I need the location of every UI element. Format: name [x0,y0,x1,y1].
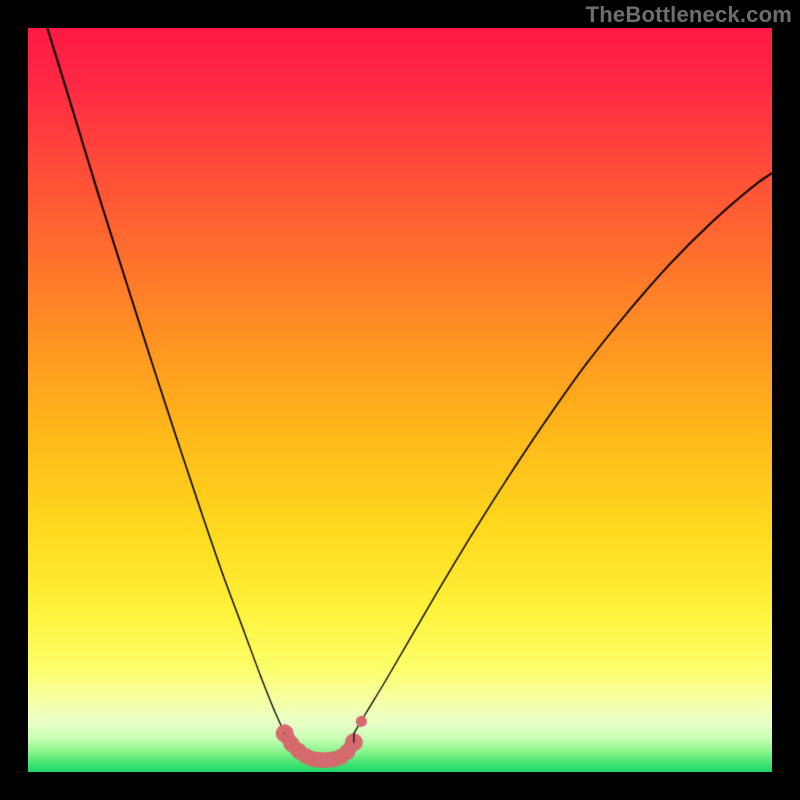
plot-frame [28,28,772,772]
bottleneck-curve [28,28,772,772]
watermark-text: TheBottleneck.com [586,2,792,28]
chart-stage: TheBottleneck.com [0,0,800,800]
